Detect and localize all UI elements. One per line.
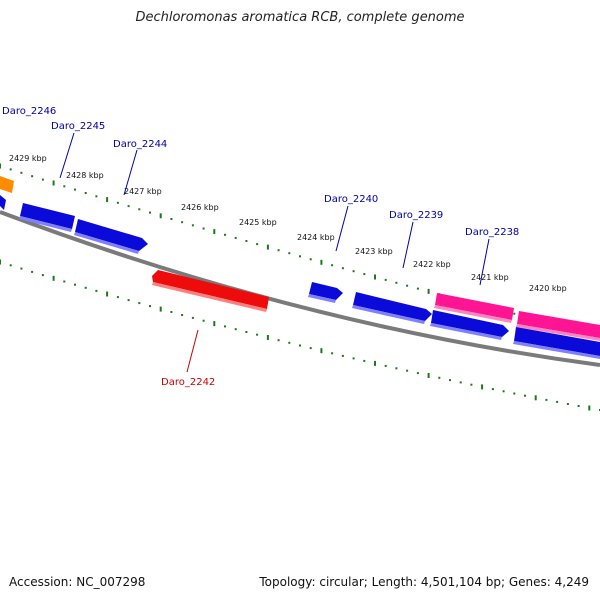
gene-feature-partial[interactable] — [0, 195, 6, 210]
gene-label-daro-2245[interactable]: Daro_2245 — [51, 121, 105, 132]
gene-feature-pink-right[interactable] — [516, 311, 600, 341]
tick-label: 2428 kbp — [66, 171, 104, 180]
gene-label-daro-2246[interactable]: Daro_2246 — [2, 106, 56, 117]
map-title: Dechloromonas aromatica RCB, complete ge… — [135, 10, 465, 25]
accession-text: Accession: NC_007298 — [9, 575, 146, 589]
topology-text: Topology: circular; Length: 4,501,104 bp… — [259, 575, 589, 589]
tick-labels: 2429 kbp 2428 kbp 2427 kbp 2426 kbp 2425… — [9, 154, 567, 293]
gene-label-daro-2244[interactable]: Daro_2244 — [113, 139, 167, 150]
tick-label: 2425 kbp — [239, 218, 277, 227]
tick-label: 2427 kbp — [124, 187, 162, 196]
gene-feature-daro-2244[interactable] — [74, 219, 148, 254]
gene-feature-blue-lower[interactable] — [430, 310, 509, 340]
tick-label: 2421 kbp — [471, 273, 509, 282]
gene-feature-daro-2238[interactable] — [434, 293, 514, 323]
genome-backbone — [0, 210, 600, 367]
gene-feature-daro-2245[interactable] — [19, 203, 75, 232]
tick-label: 2422 kbp — [413, 260, 451, 269]
gene-label-daro-2239[interactable]: Daro_2239 — [389, 210, 443, 221]
gene-feature-daro-2242[interactable] — [152, 270, 269, 312]
tick-label: 2426 kbp — [181, 203, 219, 212]
gene-label-daro-2240[interactable]: Daro_2240 — [324, 194, 378, 205]
gene-feature-blue-right[interactable] — [513, 327, 600, 359]
gene-labels: Daro_2246 Daro_2245 Daro_2244 Daro_2240 … — [2, 106, 519, 388]
label-connectors — [59, 132, 490, 373]
tick-label: 2423 kbp — [355, 247, 393, 256]
gene-feature-daro-2240[interactable] — [308, 282, 343, 303]
tick-label: 2424 kbp — [297, 233, 335, 242]
gene-label-daro-2238[interactable]: Daro_2238 — [465, 227, 519, 238]
tick-label: 2420 kbp — [529, 284, 567, 293]
gene-feature-orange[interactable] — [0, 176, 14, 193]
gene-feature-daro-2239[interactable] — [352, 292, 432, 324]
inner-tick-ring — [0, 259, 600, 411]
tick-label: 2429 kbp — [9, 154, 47, 163]
gene-label-daro-2242[interactable]: Daro_2242 — [161, 377, 215, 388]
